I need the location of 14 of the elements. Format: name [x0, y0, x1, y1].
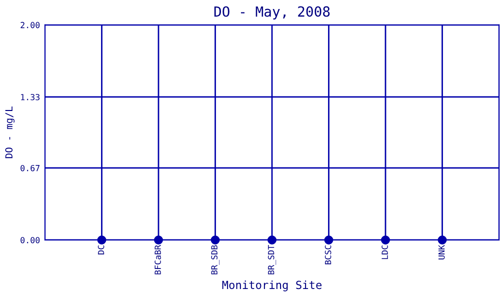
- x-tick-label: DC: [98, 246, 104, 254]
- y-tick-label: 1.33: [21, 94, 40, 100]
- chart-title: DO - May, 2008: [214, 6, 330, 20]
- x-tick-label: BFCaBR: [154, 244, 161, 274]
- x-tick-label: BR_SDB: [211, 245, 220, 274]
- y-tick-label: 0.67: [20, 164, 40, 172]
- x-tick-label: LDC: [382, 246, 388, 260]
- x-axis-title: Monitoring Site: [222, 280, 322, 292]
- x-tick-label: BR_SDT: [268, 245, 276, 274]
- y-axis-title: DO - mg/L: [5, 106, 15, 158]
- x-tick-label: UNK: [438, 244, 445, 260]
- y-tick-label: 0.00: [20, 237, 40, 244]
- y-tick-label: 2.00: [20, 22, 40, 28]
- x-tick-label: BCSC: [324, 246, 332, 264]
